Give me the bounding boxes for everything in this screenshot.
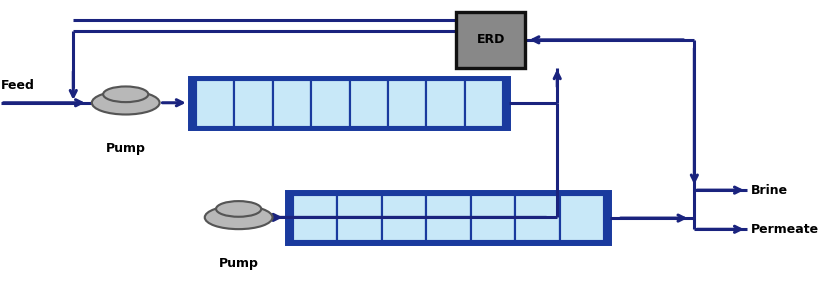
Bar [293,195,337,241]
Bar [465,80,504,126]
Bar [196,80,234,126]
Text: Brine: Brine [750,183,788,197]
Bar [426,195,470,241]
Bar [273,80,311,126]
Bar [337,195,381,241]
Bar [559,195,604,241]
Bar [456,12,525,68]
Bar [426,80,465,126]
Circle shape [92,91,160,114]
Text: Permeate: Permeate [750,223,819,236]
Circle shape [103,87,148,102]
Bar [234,80,273,126]
Bar [381,195,426,241]
Bar [287,192,610,244]
Bar [350,80,388,126]
Bar [311,80,350,126]
Text: Pump: Pump [106,142,145,155]
Circle shape [204,206,273,229]
Text: ERD: ERD [476,33,505,46]
Bar [470,195,515,241]
Text: Pump: Pump [219,257,258,270]
Text: Feed: Feed [1,80,35,92]
Bar [515,195,559,241]
Bar [190,78,509,129]
Bar [388,80,426,126]
Circle shape [216,201,261,217]
